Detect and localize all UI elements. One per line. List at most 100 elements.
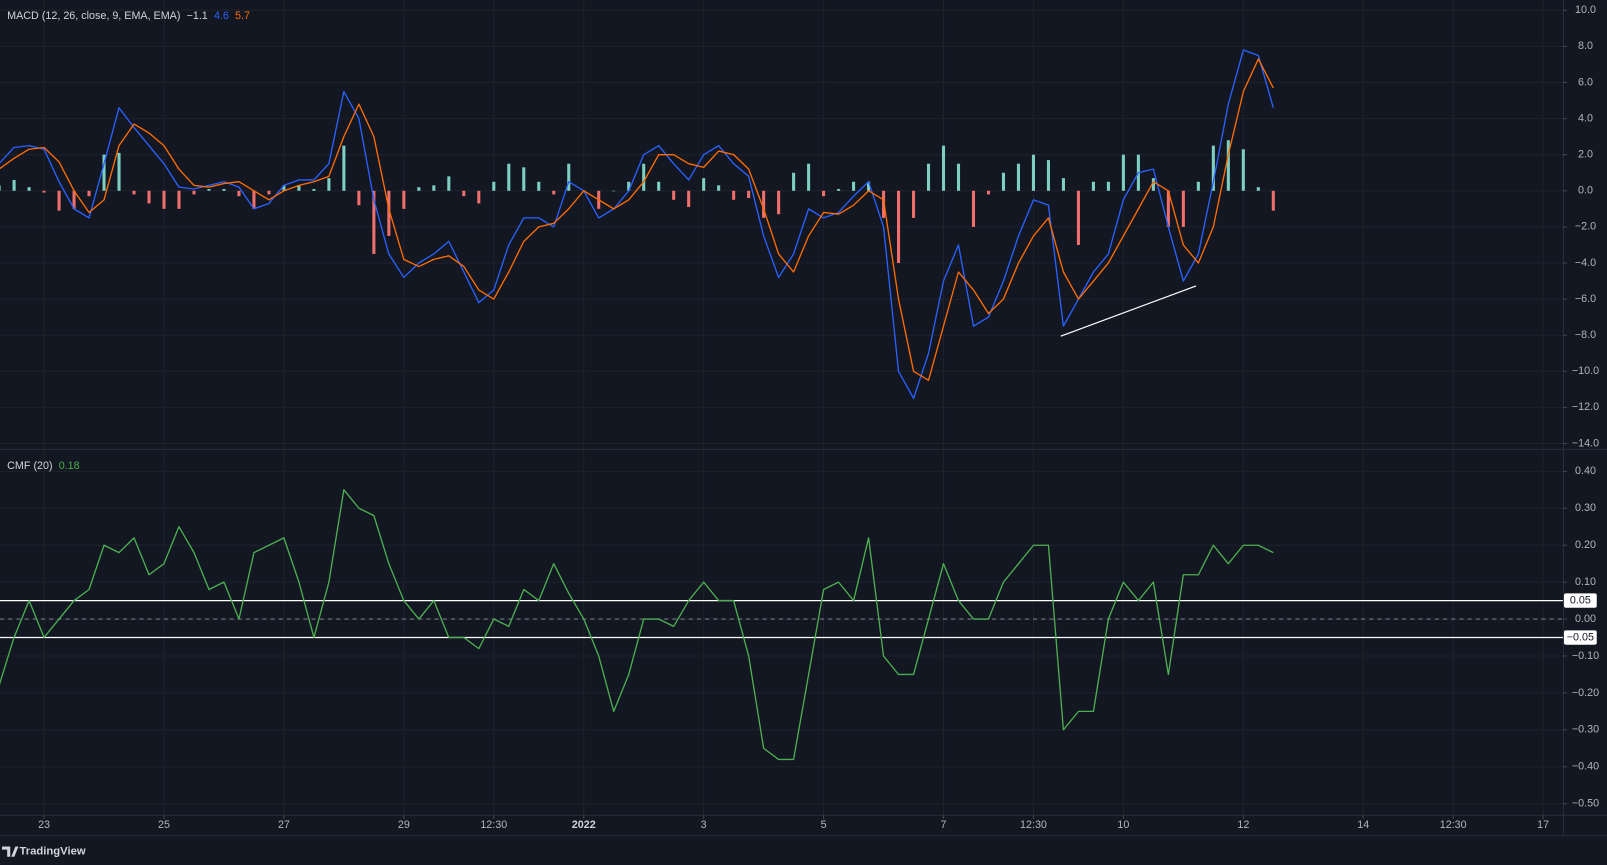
histogram-bar: [1031, 154, 1035, 191]
histogram-bar: [477, 190, 481, 204]
logo: [2, 846, 19, 857]
x-tick-label: 2022: [572, 819, 596, 831]
histogram-bar: [417, 187, 421, 191]
band-label-box: [1563, 593, 1597, 608]
histogram-bar: [911, 190, 916, 218]
histogram-bar: [87, 190, 91, 197]
histogram-bar: [357, 190, 361, 206]
x-tick-label: 23: [38, 819, 50, 831]
histogram-bar: [72, 190, 76, 209]
histogram-bar: [0, 185, 1, 191]
y-tick-label: −10.0: [1572, 365, 1599, 377]
legend-value: 0.18: [59, 460, 80, 472]
y-tick-label: −0.20: [1572, 687, 1599, 699]
y-tick-label: 4.0: [1578, 112, 1593, 124]
histogram-bar: [1076, 190, 1080, 245]
x-tick-label: 29: [398, 819, 410, 831]
histogram-bar: [672, 190, 676, 200]
histogram-bar: [702, 178, 706, 191]
y-tick-label: −0.40: [1572, 761, 1599, 773]
histogram-bar: [297, 185, 301, 191]
x-tick-label: 12:30: [1440, 819, 1467, 831]
x-tick-label: 12: [1237, 819, 1249, 831]
y-tick-label: 0.20: [1575, 539, 1596, 551]
histogram-bar: [57, 190, 61, 211]
histogram-bar: [522, 167, 526, 191]
branding: TradingView: [19, 846, 85, 858]
histogram-bar: [792, 172, 796, 191]
histogram-bar: [642, 163, 646, 191]
histogram-bar: [1196, 181, 1200, 191]
histogram-bar: [402, 190, 406, 209]
y-tick-label: −0.50: [1572, 798, 1599, 810]
y-tick-label: 0.40: [1575, 465, 1596, 477]
histogram-bar: [762, 190, 766, 218]
histogram-bar: [807, 163, 811, 191]
histogram-bar: [372, 190, 376, 254]
histogram-bar: [1046, 160, 1050, 191]
series-line: [0, 49, 1274, 400]
histogram-bar: [926, 163, 931, 191]
histogram-bar: [1091, 181, 1095, 191]
histogram-bar: [267, 190, 271, 195]
histogram-bar: [342, 145, 346, 191]
histogram-bar: [1151, 178, 1155, 191]
histogram-bar: [117, 152, 121, 191]
histogram-bar: [327, 178, 331, 191]
x-tick-label: 27: [278, 819, 290, 831]
histogram-bar: [102, 154, 106, 191]
histogram-bar: [162, 190, 166, 209]
y-tick-label: −2.0: [1575, 221, 1596, 233]
x-tick-label: 25: [158, 819, 170, 831]
histogram-bar: [777, 190, 781, 215]
histogram-bar: [612, 190, 616, 192]
histogram-bar: [717, 185, 721, 191]
y-tick-label: 10.0: [1575, 4, 1596, 16]
histogram-bar: [12, 179, 16, 191]
y-tick-label: −0.10: [1572, 650, 1599, 662]
histogram-bar: [627, 181, 631, 191]
footer: [0, 835, 1607, 865]
x-tick-label: 17: [1537, 819, 1549, 831]
histogram-bar: [687, 190, 691, 208]
x-tick-label: 3: [701, 819, 707, 831]
legend-value: 5.7: [235, 10, 250, 22]
histogram-bar: [747, 190, 751, 199]
histogram-bar: [657, 181, 661, 191]
histogram-bar: [732, 190, 736, 200]
histogram-bar: [312, 188, 316, 191]
y-tick-label: −12.0: [1572, 401, 1599, 413]
indicator-title: CMF (20): [7, 460, 52, 472]
series-line: [0, 58, 1274, 382]
histogram-bar: [492, 181, 496, 191]
histogram-bar: [177, 190, 181, 209]
histogram-bar: [507, 163, 511, 191]
histogram-bar: [462, 190, 466, 197]
x-tick-label: 7: [941, 819, 947, 831]
histogram-bar: [986, 190, 991, 195]
histogram-bar: [971, 190, 976, 227]
y-tick-label: 6.0: [1578, 76, 1593, 88]
histogram-bar: [567, 163, 571, 191]
histogram-bar: [956, 163, 961, 191]
histogram-bar: [822, 190, 826, 197]
y-tick-label: −8.0: [1575, 329, 1596, 341]
histogram-bar: [1211, 145, 1215, 191]
histogram-bar: [1016, 163, 1021, 191]
histogram-bar: [1106, 181, 1110, 191]
y-tick-label: 0.30: [1575, 502, 1596, 514]
x-tick-label: 12:30: [480, 819, 507, 831]
y-tick-label: 8.0: [1578, 40, 1593, 52]
x-tick-label: 14: [1357, 819, 1369, 831]
histogram-bar: [447, 176, 451, 191]
y-tick-label: 0.00: [1575, 613, 1596, 625]
histogram-bar: [552, 190, 556, 195]
histogram-bar: [1271, 190, 1275, 211]
histogram-bar: [1166, 190, 1170, 227]
histogram-bar: [837, 188, 841, 191]
histogram-bar: [897, 190, 901, 263]
histogram-bar: [132, 190, 136, 195]
x-tick-label: 10: [1117, 819, 1129, 831]
